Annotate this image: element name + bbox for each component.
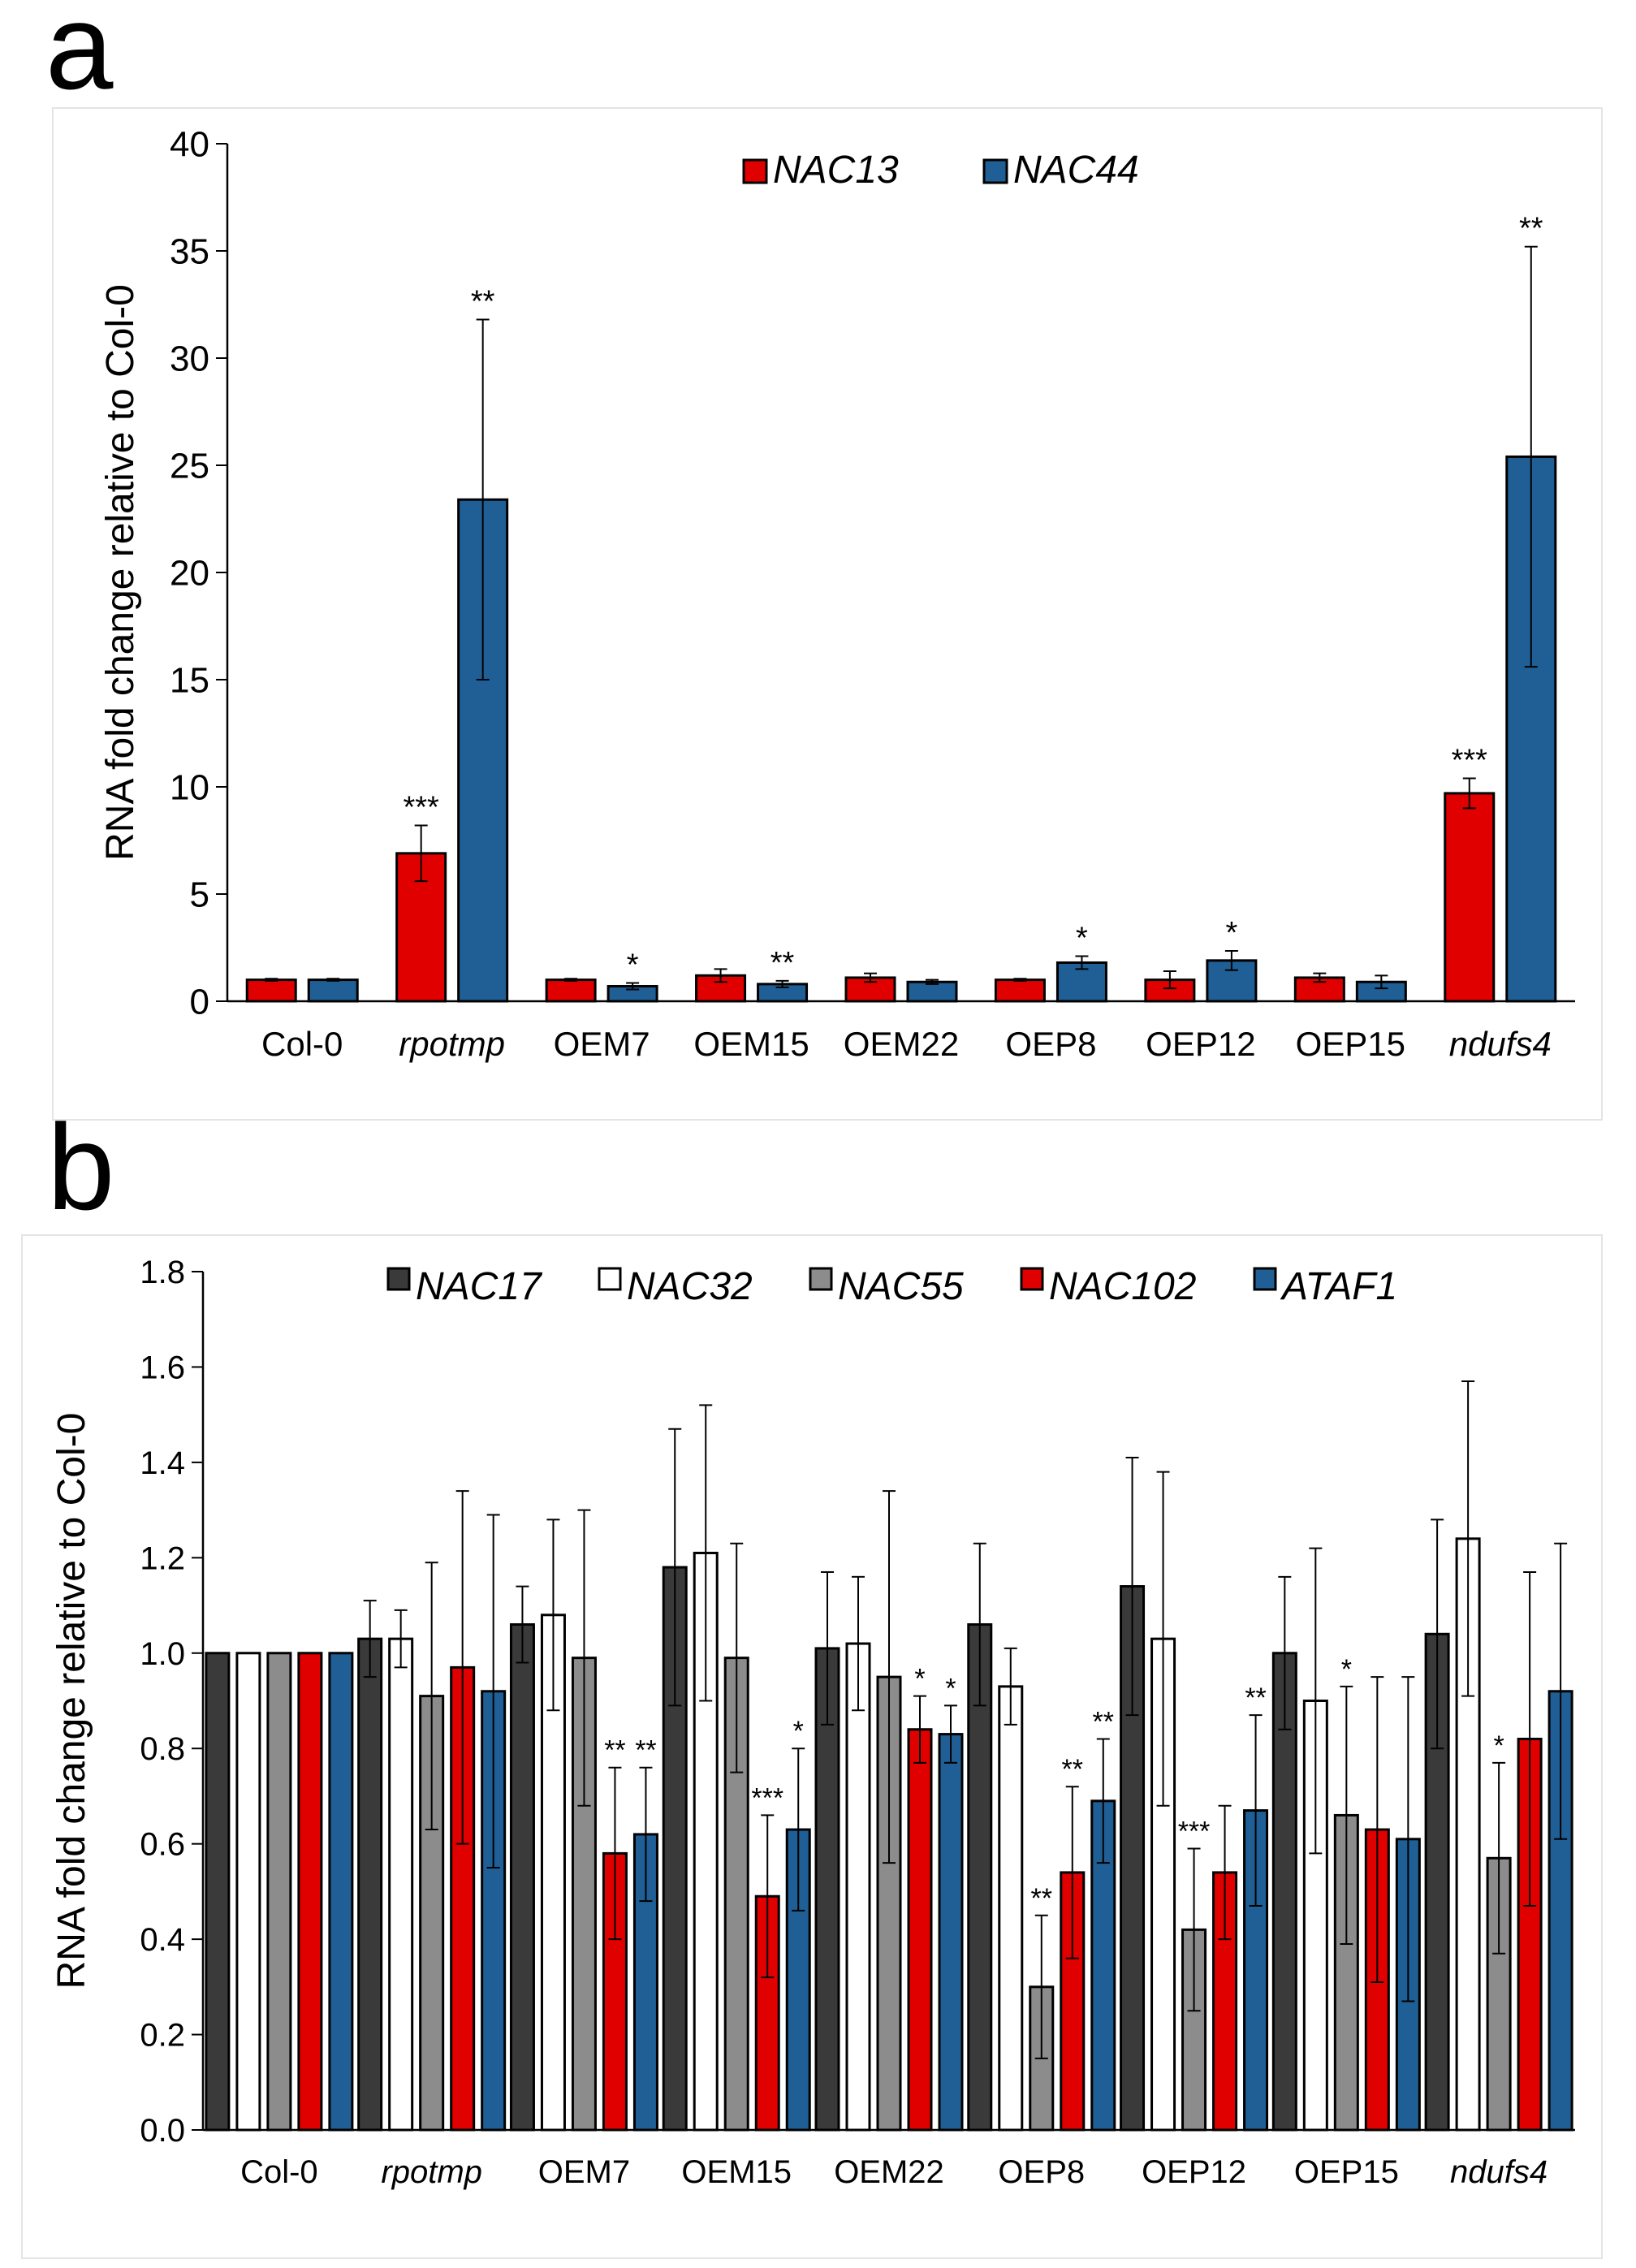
chart-b-bar-nac17-col-0 (205, 1652, 231, 2132)
chart-a-ytick-label: 0 (190, 982, 209, 1022)
panel-label-b: b (47, 1099, 115, 1235)
chart-b-ytick-label: 1.8 (140, 1255, 185, 1290)
chart-a-category-label: OEM22 (844, 1025, 959, 1063)
chart-a-category-label: OEM7 (554, 1025, 650, 1063)
chart-b-legend-swatch-ataf1 (1253, 1267, 1277, 1291)
chart-b-category-label: OEM15 (681, 2154, 792, 2190)
chart-a-category-label: Col-0 (261, 1025, 343, 1063)
chart-b-legend-label-nac55: NAC55 (838, 1265, 964, 1308)
chart-a-significance-label: *** (1452, 743, 1488, 777)
chart-b-ytick-label: 0.8 (140, 1731, 185, 1767)
chart-a-category-label: OEP12 (1146, 1025, 1255, 1063)
chart-b-category-label: OEM7 (538, 2154, 630, 2190)
chart-a-category-label: OEP8 (1005, 1025, 1096, 1063)
chart-b-ytick-label: 0.0 (140, 2113, 185, 2149)
chart-a-ytick-label: 5 (190, 875, 209, 914)
chart-b-significance-label: * (1341, 1654, 1352, 1685)
chart-a-significance-label: ** (771, 946, 795, 980)
chart-b-ytick-label: 1.2 (140, 1540, 185, 1576)
chart-a-category-label: rpotmp (399, 1025, 505, 1063)
chart-a-legend-label-nac44: NAC44 (1013, 149, 1139, 192)
chart-b-bar-nac102-oem22 (907, 1728, 933, 2132)
chart-b-ytick-label: 0.6 (140, 1827, 185, 1863)
chart-a-ytick-label: 20 (170, 553, 209, 593)
chart-b-legend-label-nac17: NAC17 (416, 1265, 543, 1308)
chart-b-bar-nac17-oem7 (509, 1623, 535, 2132)
chart-b-legend-swatch-nac55 (809, 1267, 833, 1291)
chart-a-significance-label: * (1225, 916, 1237, 950)
chart-b-category-label: OEP8 (998, 2154, 1085, 2190)
panel-a-frame (52, 107, 1603, 1121)
chart-a-significance-label: *** (403, 791, 439, 825)
chart-b-significance-label: * (914, 1664, 925, 1695)
chart-b-significance-label: ** (1062, 1754, 1083, 1785)
chart-b-legend-swatch-nac17 (386, 1267, 411, 1291)
chart-b-bar-nac17-oep8 (967, 1623, 993, 2132)
chart-b-bar-nac17-oem22 (814, 1647, 840, 2132)
chart-b-bar-nac55-col-0 (266, 1652, 292, 2132)
chart-b-significance-label: ** (1245, 1683, 1266, 1713)
chart-b-bar-nac32-rpotmp (388, 1637, 414, 2132)
chart-b-category-label: OEP12 (1142, 2154, 1246, 2190)
chart-b-bar-nac102-col-0 (297, 1652, 323, 2132)
chart-b-bar-nac32-oep8 (998, 1685, 1024, 2132)
chart-b-significance-label: ** (1031, 1883, 1052, 1914)
chart-b-legend-label-nac32: NAC32 (627, 1265, 753, 1308)
chart-b-significance-label: ** (604, 1735, 625, 1766)
chart-b-significance-label: * (793, 1716, 804, 1747)
chart-a-legend-swatch-nac13 (742, 158, 768, 184)
chart-a-category-label: ndufs4 (1449, 1025, 1552, 1063)
chart-a-legend-swatch-nac44 (982, 158, 1008, 184)
chart-b-bar-nac32-col-0 (235, 1652, 261, 2132)
chart-b-category-label: Col-0 (240, 2154, 318, 2190)
chart-a-significance-label: ** (471, 284, 495, 318)
chart-b-bar-nac32-oem22 (845, 1642, 871, 2132)
chart-a-significance-label: * (627, 948, 639, 983)
chart-a-bar-nac13-oem7 (545, 978, 597, 1003)
chart-a-category-label: OEP15 (1296, 1025, 1405, 1063)
chart-b-category-label: rpotmp (381, 2154, 482, 2190)
chart-a-ytick-label: 15 (170, 660, 209, 700)
chart-b-legend-swatch-nac32 (598, 1267, 622, 1291)
chart-a-ytick-label: 35 (170, 231, 209, 271)
chart-b-legend-label-ataf1: ATAF1 (1280, 1265, 1397, 1308)
chart-b-legend-swatch-nac102 (1020, 1267, 1044, 1291)
chart-b-category-label: ndufs4 (1450, 2154, 1548, 2190)
chart-b-ytick-label: 0.2 (140, 2018, 185, 2054)
chart-a-y-axis-label: RNA fold change relative to Col-0 (99, 284, 142, 861)
chart-a-significance-label: * (1076, 922, 1088, 956)
chart-a-significance-label: ** (1519, 212, 1543, 246)
chart-b-ytick-label: 1.0 (140, 1636, 185, 1672)
chart-b-ytick-label: 1.4 (140, 1445, 185, 1481)
chart-a-ytick-label: 25 (170, 446, 209, 486)
chart-a-ytick-label: 40 (170, 124, 209, 164)
chart-b-significance-label: * (945, 1673, 956, 1704)
chart-b-bar-nac17-rpotmp (357, 1637, 383, 2132)
chart-b-significance-label: *** (1178, 1817, 1211, 1847)
chart-b-ytick-label: 1.6 (140, 1350, 185, 1385)
chart-b-bar-ataf1-col-0 (328, 1652, 354, 2132)
chart-a-legend-label-nac13: NAC13 (773, 149, 899, 192)
chart-b-category-label: OEM22 (834, 2154, 944, 2190)
chart-b-significance-label: ** (1093, 1706, 1114, 1737)
chart-b-ytick-label: 0.4 (140, 1922, 185, 1958)
chart-a-category-label: OEM15 (693, 1025, 809, 1063)
chart-b-bar-ataf1-oem22 (938, 1733, 964, 2132)
chart-a-ytick-label: 30 (170, 339, 209, 378)
chart-a-ytick-label: 10 (170, 767, 209, 807)
chart-b-significance-label: * (1493, 1730, 1504, 1761)
chart-b-y-axis-label: RNA fold change relative to Col-0 (50, 1413, 93, 1989)
chart-b-legend-label-nac102: NAC102 (1049, 1265, 1196, 1308)
chart-b-significance-label: ** (635, 1735, 656, 1766)
panel-label-a: a (45, 0, 114, 114)
chart-b-category-label: OEP15 (1294, 2154, 1399, 2190)
chart-b-significance-label: *** (751, 1782, 783, 1813)
